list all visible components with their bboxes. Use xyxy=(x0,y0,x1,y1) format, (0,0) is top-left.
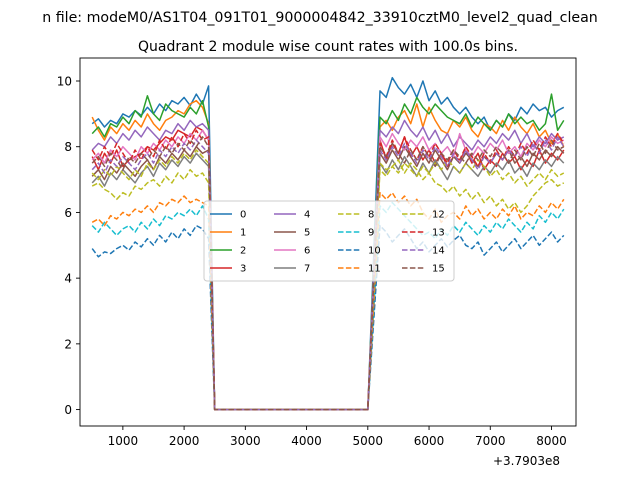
series-line-10 xyxy=(91,224,565,411)
y-tick-label: 10 xyxy=(57,75,72,89)
legend-label-11: 11 xyxy=(368,264,381,275)
y-tick-label: 2 xyxy=(64,337,72,351)
x-offset-label: +3.7903e8 xyxy=(493,454,560,468)
legend-label-2: 2 xyxy=(240,246,246,257)
legend-label-0: 0 xyxy=(240,210,246,221)
x-tick-label: 5000 xyxy=(353,434,384,448)
legend-label-10: 10 xyxy=(368,246,381,257)
legend-label-1: 1 xyxy=(240,228,246,239)
legend-label-13: 13 xyxy=(432,228,445,239)
chart-title: Quadrant 2 module wise count rates with … xyxy=(138,39,518,55)
y-tick-label: 6 xyxy=(64,206,72,220)
y-tick-label: 0 xyxy=(64,403,72,417)
legend-label-8: 8 xyxy=(368,210,374,221)
legend-label-14: 14 xyxy=(432,246,445,257)
legend-label-7: 7 xyxy=(304,264,310,275)
x-tick-label: 6000 xyxy=(414,434,445,448)
y-tick-label: 4 xyxy=(64,272,72,286)
legend-label-6: 6 xyxy=(304,246,310,257)
plot-area: 1000 2000 3000 4000 5000 6000 7000 8000 0 2 4 6 8 10 0… xyxy=(57,57,577,448)
x-tick-label: 7000 xyxy=(475,434,506,448)
series-line-14 xyxy=(91,136,565,411)
y-tick-label: 8 xyxy=(64,140,72,154)
legend-box xyxy=(203,200,455,282)
legend-label-5: 5 xyxy=(304,228,310,239)
series-lines xyxy=(91,76,565,411)
x-tick-label: 8000 xyxy=(536,434,567,448)
x-tick-label: 4000 xyxy=(291,434,322,448)
x-tick-label: 1000 xyxy=(108,434,139,448)
legend-label-9: 9 xyxy=(368,228,374,239)
legend-label-3: 3 xyxy=(240,264,246,275)
legend-label-12: 12 xyxy=(432,210,445,221)
legend-label-15: 15 xyxy=(432,264,445,275)
axes-frame xyxy=(79,57,577,427)
series-line-15 xyxy=(91,136,565,411)
series-line-12 xyxy=(91,149,565,411)
figure-suptitle: n file: modeM0/AS1T04_091T01_9000004842_… xyxy=(42,10,598,26)
x-tick-label: 3000 xyxy=(230,434,261,448)
x-tick-label: 2000 xyxy=(169,434,200,448)
legend-label-4: 4 xyxy=(304,210,310,221)
